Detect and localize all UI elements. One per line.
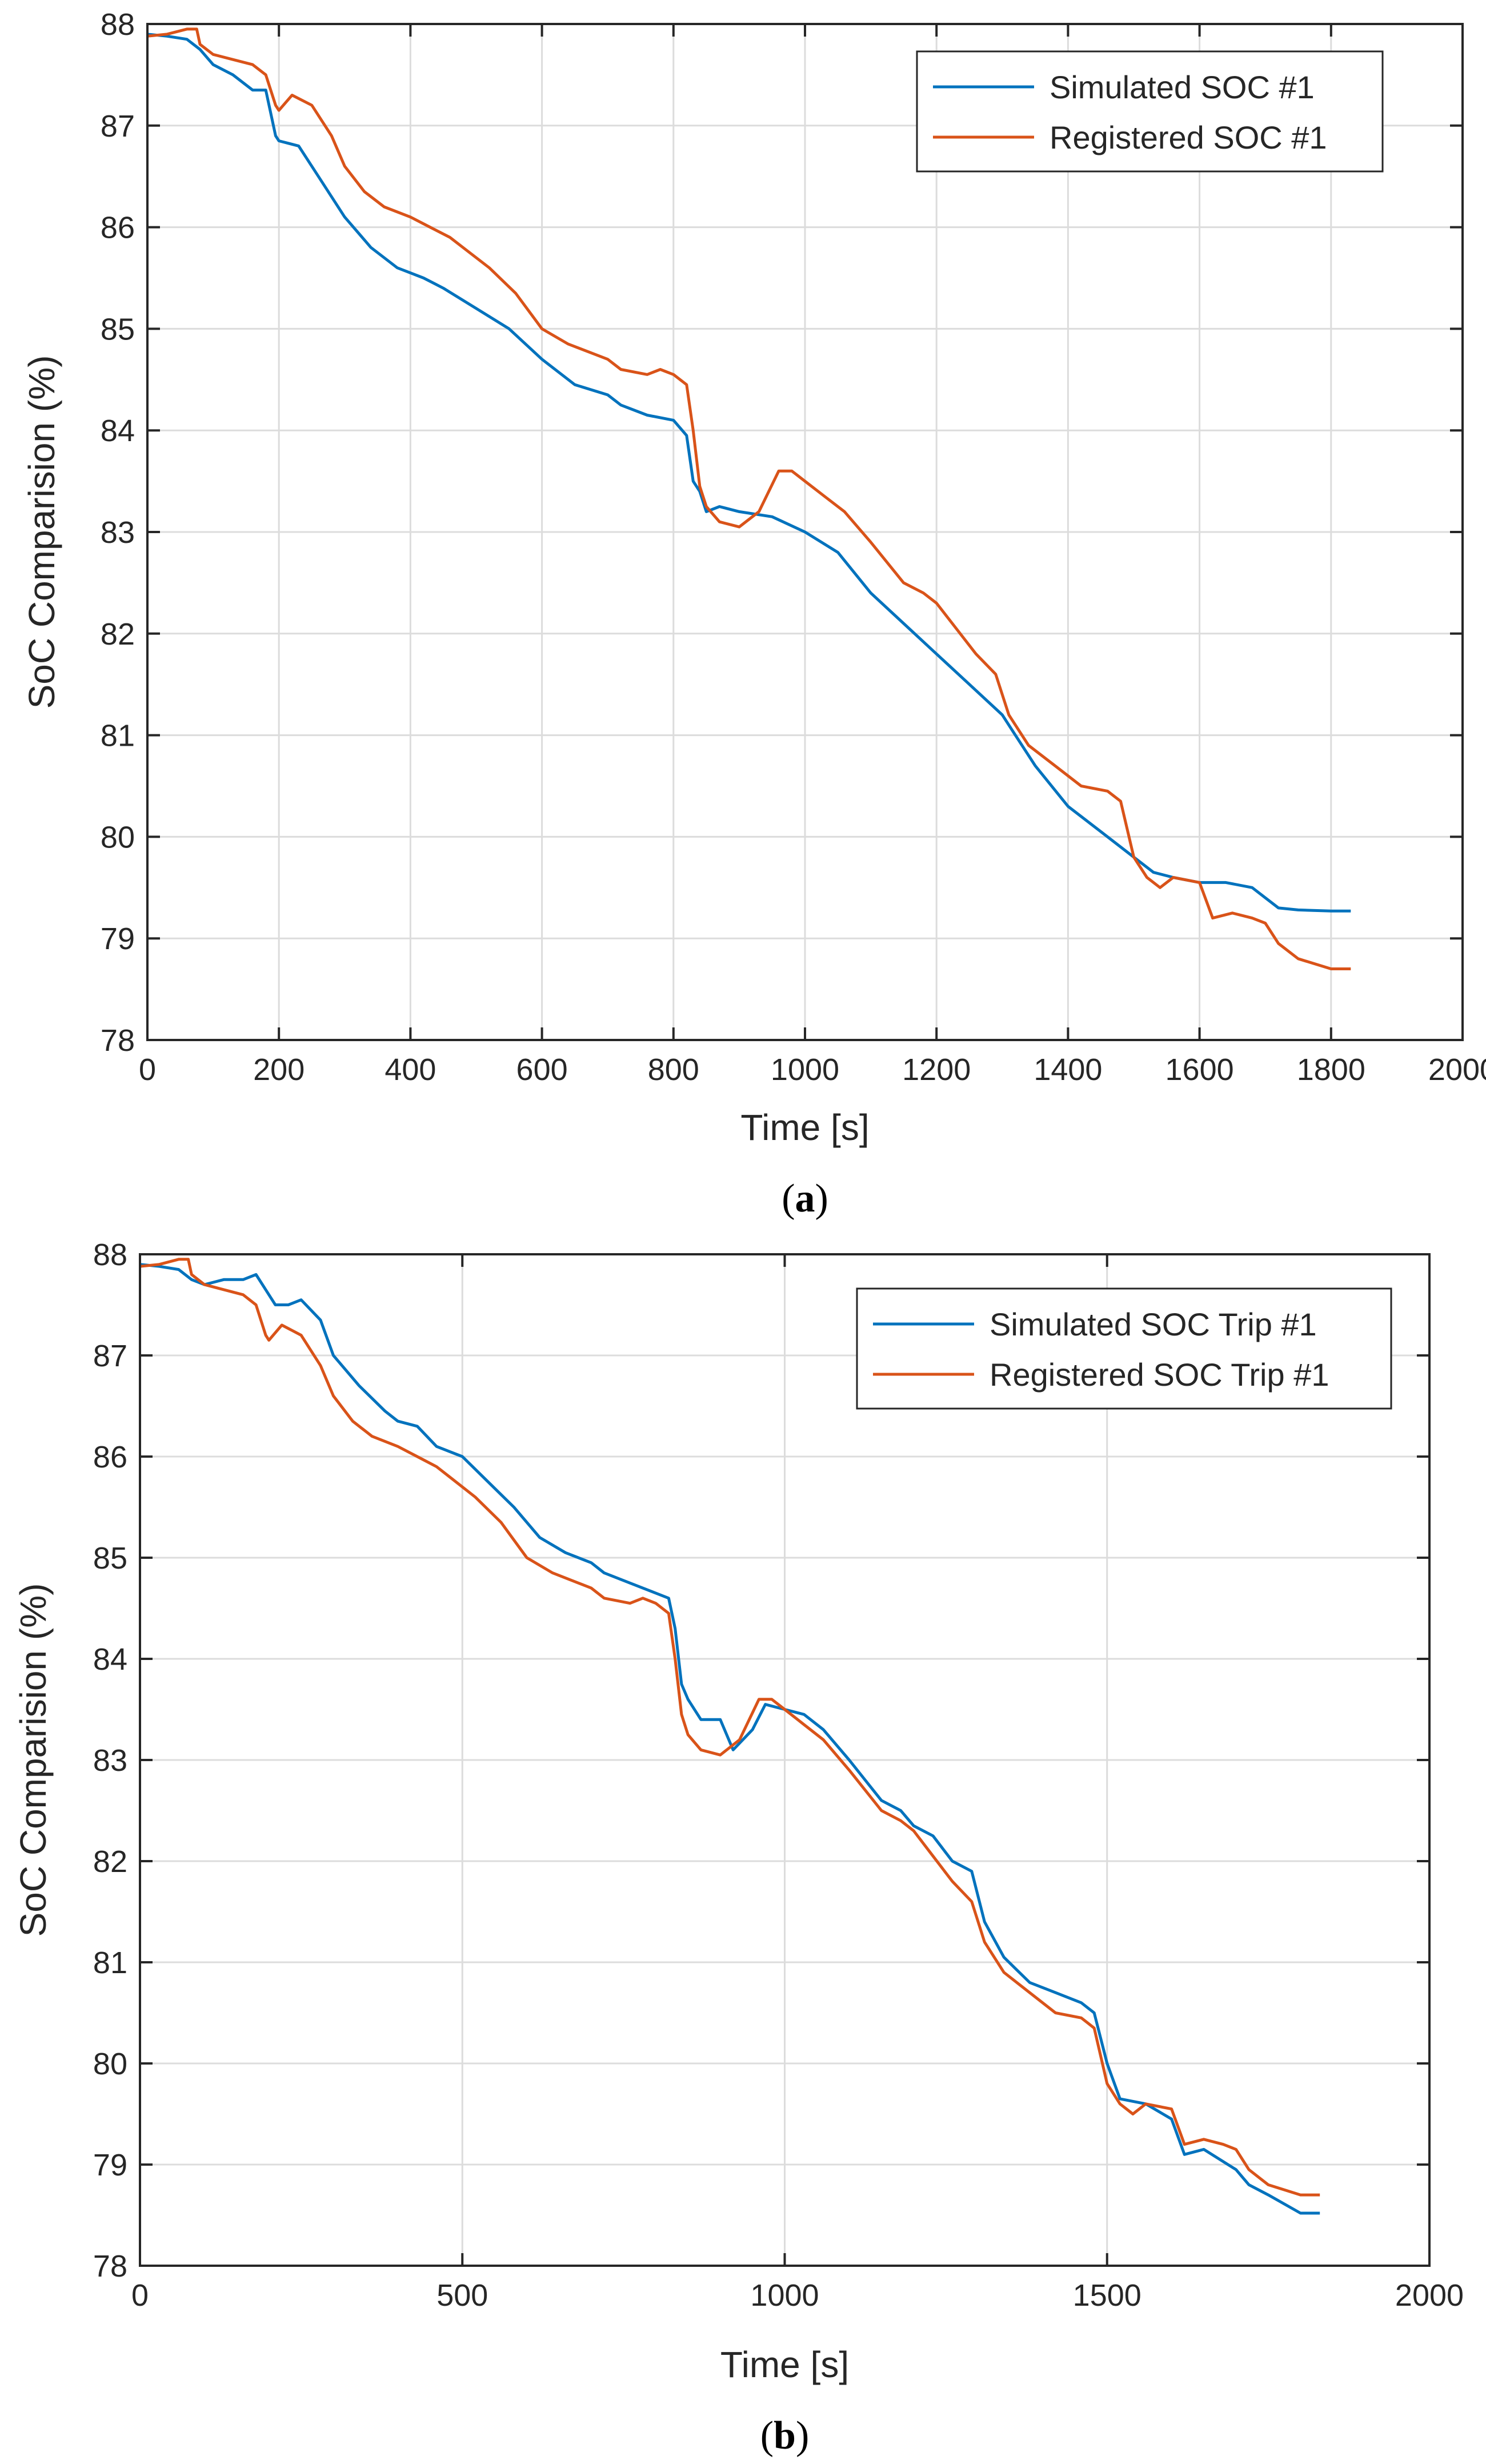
x-tick-label: 800 (648, 1053, 699, 1087)
series-line-simulated (147, 33, 1351, 913)
y-tick-label: 79 (93, 2148, 127, 2182)
x-tick-label: 1500 (1073, 2278, 1141, 2313)
y-tick-label: 86 (101, 211, 135, 245)
panel-caption-letter: b (774, 2414, 796, 2458)
y-tick-label: 78 (101, 1023, 135, 1058)
y-tick-label: 82 (101, 617, 135, 651)
x-tick-label: 1000 (750, 2278, 819, 2313)
y-tick-label: 84 (93, 1642, 127, 1677)
series-line-registered (147, 27, 1351, 970)
y-tick-label: 80 (101, 820, 135, 854)
y-tick-label: 87 (93, 1339, 127, 1373)
chart-panel-b: 0 500 1000 1500 2000 78 79 80 81 82 83 84 85 86 87 88 Ti… (13, 1238, 1464, 2458)
x-tick-label: 0 (139, 1053, 156, 1087)
y-tick-label: 82 (93, 1845, 127, 1879)
panel-caption: (b) (760, 2414, 810, 2458)
x-tick-label: 2000 (1395, 2278, 1464, 2313)
legend: Simulated SOC Trip #1 Registered SOC Trip… (856, 1287, 1392, 1410)
x-tick-label: 1000 (771, 1053, 839, 1087)
y-tick-label: 85 (101, 312, 135, 346)
x-axis-label: Time [s] (720, 2344, 849, 2385)
series-line-simulated (140, 1263, 1320, 2215)
x-tick-label: 2000 (1428, 1053, 1486, 1087)
y-axis-label: SoC Comparision (%) (13, 1583, 54, 1937)
y-tick-label: 80 (93, 2047, 127, 2081)
series-line-registered (140, 1258, 1320, 2197)
legend-box (916, 50, 1384, 173)
y-tick-label: 78 (93, 2249, 127, 2283)
legend-label: Registered SOC Trip #1 (990, 1357, 1329, 1393)
y-tick-label: 81 (93, 1946, 127, 1980)
x-tick-label: 1200 (902, 1053, 971, 1087)
chart-panel-a: 0 200 400 600 800 1000 1200 1400 1600 1800 2000 78 7… (21, 7, 1486, 1221)
y-tick-label: 83 (101, 515, 135, 550)
y-tick-label: 86 (93, 1440, 127, 1474)
legend: Simulated SOC #1 Registered SOC #1 (916, 50, 1384, 173)
x-tick-label: 1400 (1034, 1053, 1102, 1087)
y-axis-label: SoC Comparision (%) (21, 355, 62, 709)
legend-label: Simulated SOC Trip #1 (990, 1306, 1317, 1342)
y-tick-label: 79 (101, 922, 135, 956)
x-axis-label: Time [s] (740, 1107, 869, 1148)
y-tick-label: 87 (101, 109, 135, 143)
x-tick-label: 400 (384, 1053, 436, 1087)
y-tick-label: 88 (93, 1238, 127, 1272)
x-tick-label: 1800 (1297, 1053, 1365, 1087)
x-tick-label: 200 (253, 1053, 305, 1087)
x-tick-label: 1600 (1165, 1053, 1234, 1087)
y-tick-label: 84 (101, 414, 135, 448)
panel-caption: (a) (782, 1177, 828, 1221)
legend-label: Simulated SOC #1 (1050, 69, 1315, 105)
panel-caption-letter: a (795, 1177, 815, 1221)
x-tick-label: 600 (516, 1053, 568, 1087)
y-tick-label: 88 (101, 7, 135, 42)
y-tick-label: 83 (93, 1743, 127, 1778)
legend-box (856, 1287, 1392, 1410)
y-tick-label: 81 (101, 719, 135, 753)
x-tick-label: 500 (436, 2278, 488, 2313)
y-tick-label: 85 (93, 1541, 127, 1575)
legend-label: Registered SOC #1 (1050, 119, 1327, 155)
x-tick-label: 0 (131, 2278, 149, 2313)
